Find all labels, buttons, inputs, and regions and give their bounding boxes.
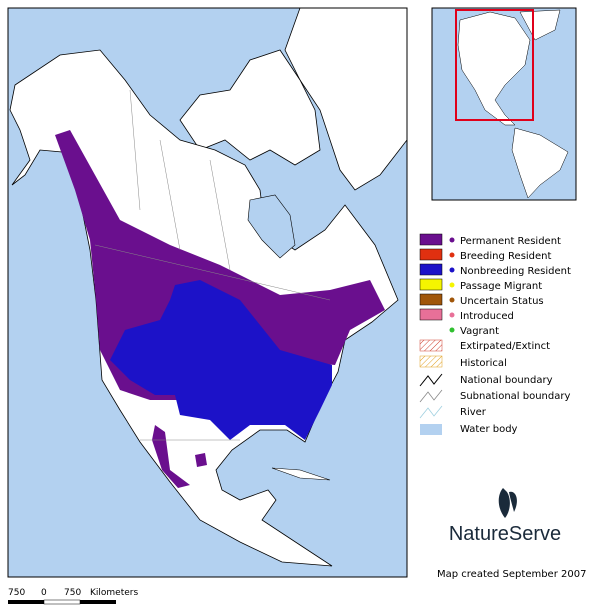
legend-dot <box>449 312 455 318</box>
boundaries <box>94 89 331 441</box>
legend-dot <box>449 252 455 258</box>
logo-icon <box>498 488 517 518</box>
legend-label: Uncertain Status <box>460 296 544 307</box>
inset-frame <box>431 7 577 201</box>
logo: NatureServe <box>449 488 561 545</box>
hudson-bay <box>247 194 296 259</box>
cuba <box>271 467 331 481</box>
scale-label: 750 <box>8 588 25 598</box>
legend-label: River <box>460 407 487 418</box>
legend-label: Nonbreeding Resident <box>460 266 571 277</box>
legend: Permanent Resident Breeding Resident Non… <box>419 233 571 435</box>
arctic-islands <box>179 49 321 166</box>
legend-label: Permanent Resident <box>460 236 561 247</box>
legend-label: Extirpated/Extinct <box>460 341 550 352</box>
legend-label: Vagrant <box>460 326 499 337</box>
inset-greenland <box>519 9 561 41</box>
legend-line <box>419 373 443 387</box>
legend-line <box>419 389 443 403</box>
inset-map <box>432 8 576 200</box>
map-frame <box>7 7 408 578</box>
legend-swatch <box>419 263 443 276</box>
mexico-range <box>152 425 207 488</box>
scale-bar: 750 0 750 Kilometers <box>8 588 138 605</box>
legend-swatch <box>419 308 443 321</box>
legend-swatch <box>419 355 443 368</box>
legend-swatch <box>419 233 443 246</box>
inset-north-america <box>457 11 531 126</box>
legend-line <box>419 405 443 419</box>
legend-dot <box>449 297 455 303</box>
legend-swatch <box>419 248 443 261</box>
legend-dot <box>449 282 455 288</box>
scale-label: 750 <box>64 588 81 598</box>
nonbreeding-range <box>110 280 332 440</box>
legend-label: Passage Migrant <box>460 281 542 292</box>
scale-label: 0 <box>41 588 47 598</box>
scale-unit: Kilometers <box>90 588 138 598</box>
legend-swatch <box>419 293 443 306</box>
logo-text: NatureServe <box>449 523 561 545</box>
scale-segment <box>43 599 81 605</box>
greenland <box>284 8 407 191</box>
legend-swatch <box>419 278 443 291</box>
legend-swatch <box>420 424 442 435</box>
scale-segment <box>80 600 116 604</box>
legend-dot <box>449 237 455 243</box>
inset-extent <box>455 9 534 121</box>
footer-note: Map created September 2007 <box>437 569 586 580</box>
legend-dot <box>449 327 455 333</box>
inset-south-america <box>511 127 569 199</box>
legend-dot <box>449 267 455 273</box>
legend-swatch <box>419 339 443 352</box>
legend-label: National boundary <box>460 375 553 386</box>
main-map <box>8 8 407 577</box>
legend-label: Introduced <box>460 311 514 322</box>
legend-label: Subnational boundary <box>460 391 570 402</box>
scale-segment <box>8 600 44 604</box>
legend-label: Historical <box>460 358 507 369</box>
legend-label: Water body <box>460 424 518 435</box>
legend-label: Breeding Resident <box>460 251 552 262</box>
